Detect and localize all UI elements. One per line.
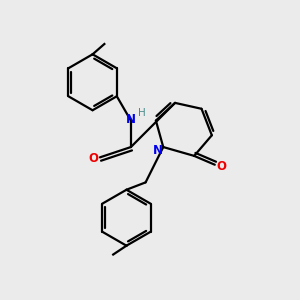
Text: O: O — [216, 160, 226, 173]
Text: H: H — [138, 108, 146, 118]
Text: N: N — [153, 144, 163, 157]
Text: O: O — [88, 152, 98, 165]
Text: N: N — [126, 112, 136, 126]
